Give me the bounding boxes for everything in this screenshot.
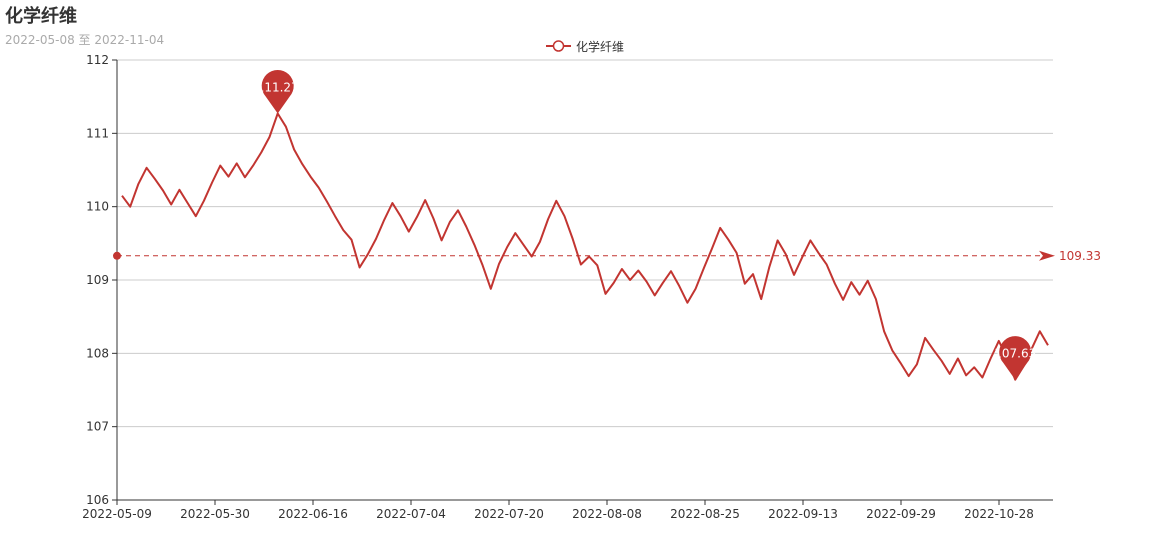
x-tick-label: 2022-09-29 [866,507,936,521]
markpoints: 111.27 107.63 [257,69,1036,380]
y-tick-label: 111 [86,126,109,140]
x-tick-label: 2022-08-08 [572,507,642,521]
y-tick-label: 108 [86,346,109,360]
x-tick-label: 2022-10-28 [964,507,1034,521]
series-line [121,112,1049,381]
y-tick-label: 107 [86,420,109,434]
x-tick-label: 2022-06-16 [278,507,348,521]
x-tick-label: 2022-08-25 [670,507,740,521]
grid-lines [117,59,1053,428]
x-tick-label: 2022-07-04 [376,507,446,521]
markpoint-label: 107.63 [994,347,1036,361]
average-line-label: 109.33 [1059,249,1101,263]
average-line-arrow [1039,250,1055,261]
legend-label: 化学纤维 [576,39,625,54]
x-axis-ticks: 2022-05-09 2022-05-30 2022-06-16 2022-07-04… [82,500,1034,521]
chart-title: 化学纤维 [5,6,77,27]
y-tick-label: 106 [86,493,109,507]
x-tick-label: 2022-07-20 [474,507,544,521]
markpoint-pin [999,336,1032,380]
x-tick-label: 2022-05-30 [180,507,250,521]
average-markline: 109.33 [113,249,1101,263]
markpoint-pin [261,69,294,114]
y-tick-label: 109 [86,273,109,287]
legend[interactable]: 化学纤维 [546,38,624,54]
x-tick-label: 2022-09-13 [768,507,838,521]
legend-line-circle-icon [546,40,571,52]
y-axis-ticks: 106 107 108 109 110 111 112 [86,53,117,507]
x-tick-label: 2022-05-09 [82,507,152,521]
series-layer [121,112,1049,381]
y-tick-label: 110 [86,200,109,214]
chart-subtitle: 2022-05-08 至 2022-11-04 [5,33,165,47]
y-tick-label: 112 [86,53,109,67]
markpoint-label: 111.27 [257,81,299,95]
